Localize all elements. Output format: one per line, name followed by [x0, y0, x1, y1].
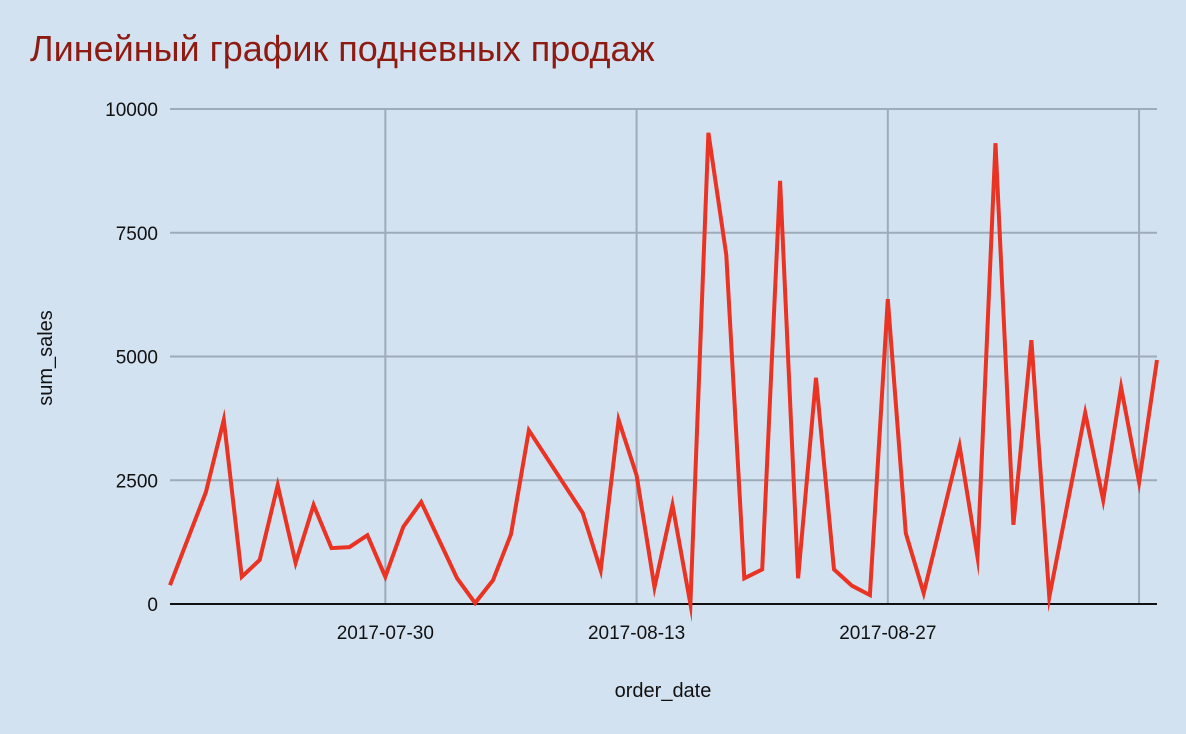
x-tick-label: 2017-08-27 — [839, 623, 936, 644]
series-line — [168, 132, 1159, 623]
y-tick-label: 2500 — [116, 471, 158, 492]
y-tick-label: 5000 — [116, 348, 158, 369]
x-axis-title: order_date — [615, 680, 712, 702]
chart-title: Линейный график подневных продаж — [30, 28, 655, 69]
x-tick-label: 2017-08-13 — [588, 623, 685, 644]
y-axis-title: sum_sales — [35, 310, 57, 406]
x-tick-label: 2017-07-30 — [337, 623, 434, 644]
y-tick-label: 7500 — [116, 224, 158, 245]
y-tick-label: 10000 — [105, 100, 158, 121]
y-tick-label: 0 — [147, 595, 158, 616]
